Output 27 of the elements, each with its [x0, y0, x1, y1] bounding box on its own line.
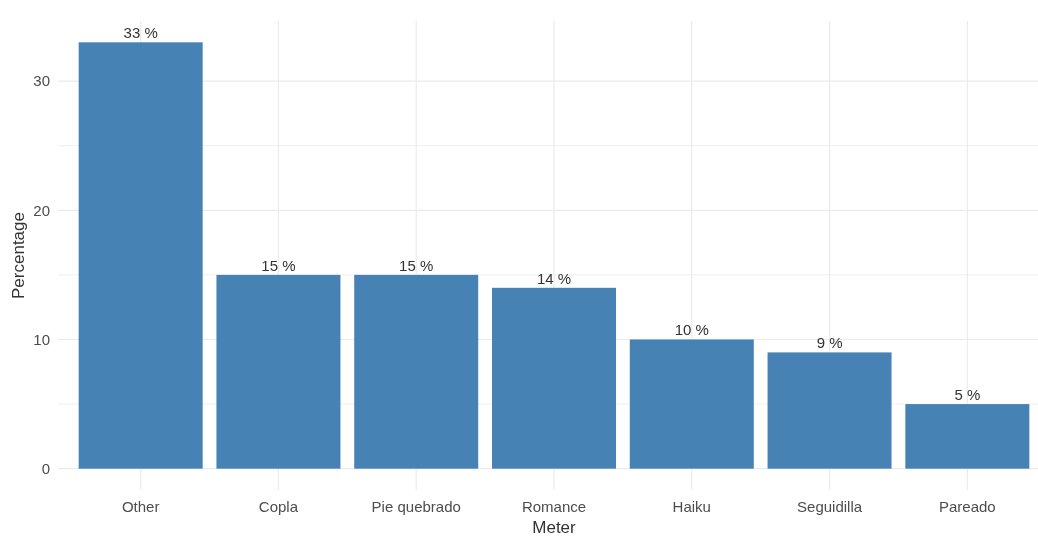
bar [767, 352, 892, 469]
x-tick-label: Other [121, 498, 160, 516]
bar [354, 274, 479, 469]
y-axis-title: Percentage [9, 212, 28, 299]
y-tick-label: 30 [33, 72, 50, 90]
data-label: 10 % [674, 321, 709, 339]
bar [629, 339, 754, 469]
data-label: 33 % [123, 24, 158, 42]
data-label: 14 % [536, 269, 572, 287]
bar [78, 42, 203, 469]
bar [492, 287, 616, 469]
x-tick-label: Copla [258, 498, 299, 516]
y-tick-label: 0 [41, 459, 50, 477]
bar [905, 404, 1030, 469]
x-tick-label: Pie quebrado [371, 498, 461, 516]
x-tick-label: Seguidilla [797, 498, 863, 516]
data-label: 15 % [261, 256, 296, 274]
data-label: 15 % [399, 256, 434, 274]
x-tick-label: Pareado [938, 498, 996, 516]
data-label: 9 % [816, 334, 843, 352]
x-tick-label: Haiku [672, 498, 711, 516]
y-tick-label: 10 [33, 330, 50, 348]
x-tick-label: Romance [521, 498, 587, 516]
data-label: 5 % [954, 386, 981, 404]
y-tick-label: 20 [33, 201, 50, 219]
bar [216, 274, 341, 469]
x-axis-title: Meter [532, 518, 577, 536]
